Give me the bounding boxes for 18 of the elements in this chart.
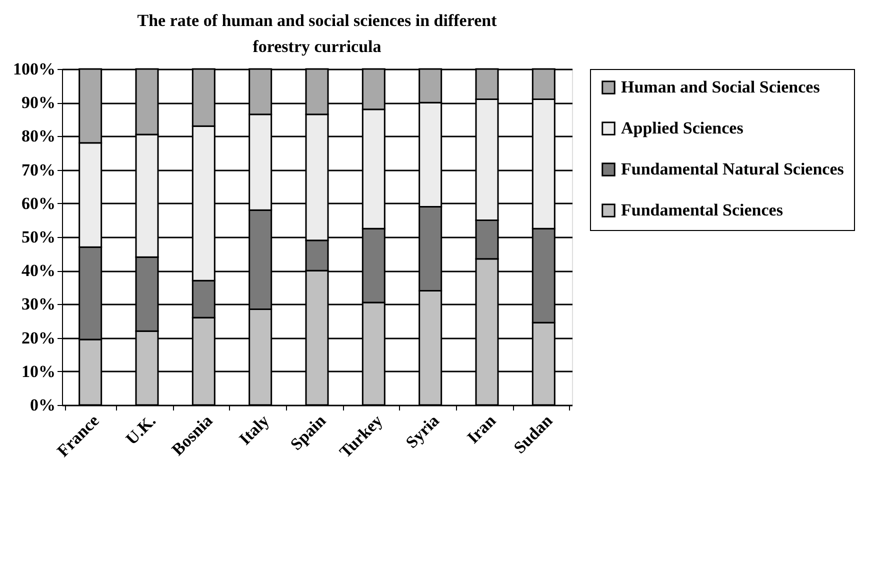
legend-label: Fundamental Sciences bbox=[621, 200, 784, 220]
x-tick-label: U.K. bbox=[122, 411, 160, 449]
legend-label: Human and Social Sciences bbox=[621, 78, 820, 96]
y-tick-label: 0% bbox=[30, 396, 56, 414]
legend-label: Applied Sciences bbox=[621, 118, 744, 138]
y-tick-label: 80% bbox=[22, 126, 56, 146]
y-tick-label: 40% bbox=[22, 261, 56, 280]
y-tick-label: 70% bbox=[22, 160, 56, 180]
y-tick-label: 20% bbox=[22, 328, 56, 348]
chart-title: The rate of human and social sciences in different forestry curricula bbox=[137, 11, 498, 56]
y-tick-label: 10% bbox=[22, 362, 56, 381]
y-tick-label: 60% bbox=[22, 194, 56, 213]
y-tick-label: 100% bbox=[13, 60, 56, 78]
y-tick-label: 90% bbox=[22, 93, 56, 112]
x-tick-label: Iran bbox=[463, 410, 500, 448]
y-tick-label: 30% bbox=[22, 294, 56, 314]
y-tick-label: 50% bbox=[22, 228, 56, 246]
legend-label: Fundamental Natural Sciences bbox=[621, 160, 844, 178]
